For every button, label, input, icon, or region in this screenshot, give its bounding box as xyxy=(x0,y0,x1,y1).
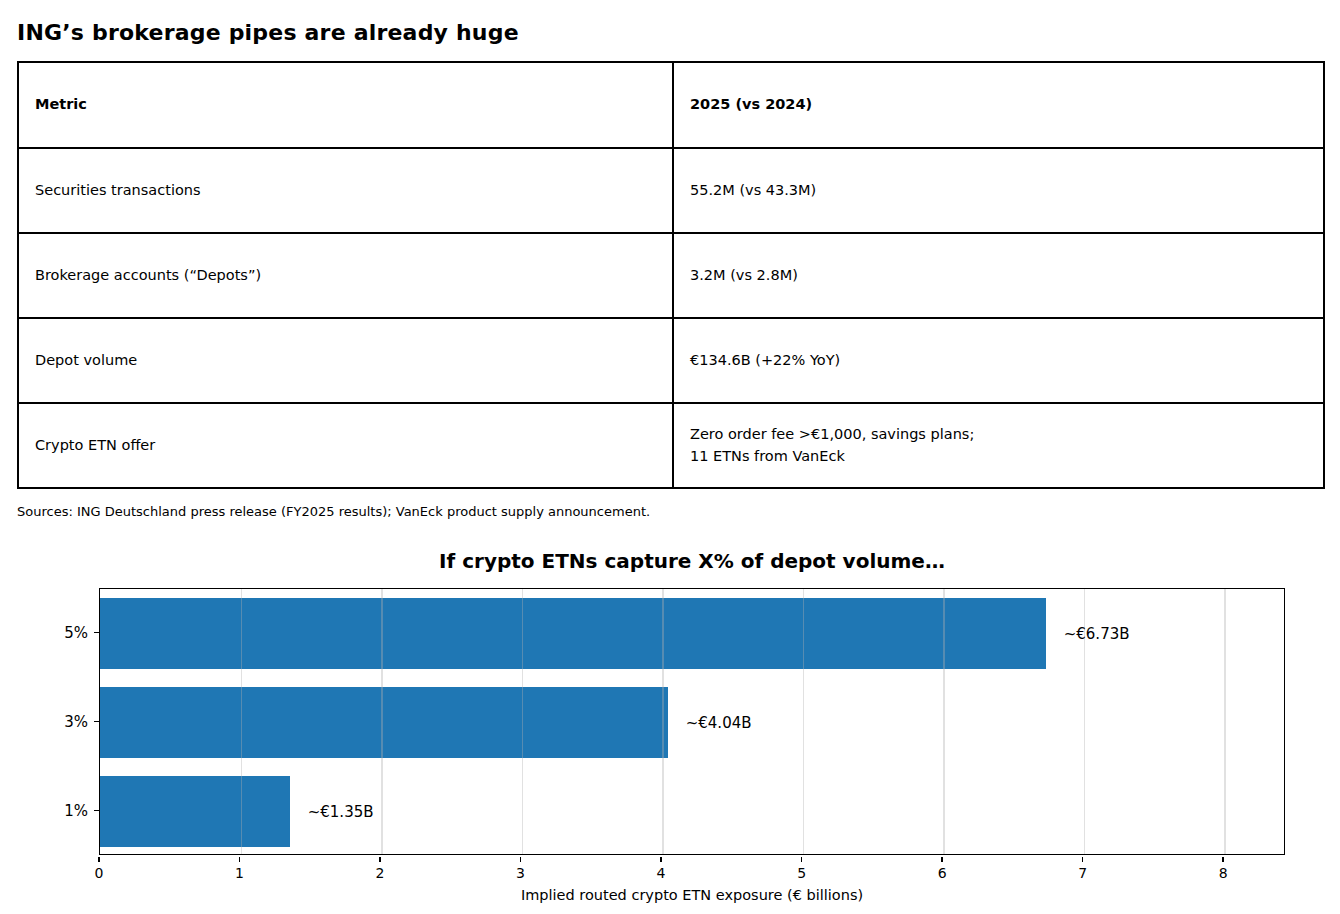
gridline xyxy=(943,589,945,854)
x-tick-mark xyxy=(941,857,943,862)
bar-1% xyxy=(100,776,290,846)
x-axis-label: Implied routed crypto ETN exposure (€ bi… xyxy=(521,887,863,903)
gridline xyxy=(522,589,524,854)
y-tick-mark xyxy=(94,810,99,812)
table-header-2025: 2025 (vs 2024) xyxy=(673,62,1324,148)
bar-value-label: ~€4.04B xyxy=(686,714,752,732)
table-row: Crypto ETN offer Zero order fee >€1,000,… xyxy=(18,403,1324,488)
gridline xyxy=(381,589,383,854)
x-tick-mark xyxy=(239,857,241,862)
x-tick-mark xyxy=(520,857,522,862)
gridline xyxy=(1224,589,1226,854)
table-row: Depot volume €134.6B (+22% YoY) xyxy=(18,318,1324,403)
row-metric-label: Brokerage accounts (“Depots”) xyxy=(18,233,673,318)
x-tick-label: 0 xyxy=(95,865,104,881)
bar-chart: If crypto ETNs capture X% of depot volum… xyxy=(0,540,1340,914)
sources-note: Sources: ING Deutschland press release (… xyxy=(17,504,650,520)
x-tick-label: 7 xyxy=(1078,865,1087,881)
x-tick-mark xyxy=(660,857,662,862)
y-tick-label: 5% xyxy=(28,624,88,642)
metrics-table: Metric 2025 (vs 2024) Securities transac… xyxy=(17,61,1325,489)
x-tick-label: 5 xyxy=(797,865,806,881)
x-tick-mark xyxy=(98,857,100,862)
x-tick-mark xyxy=(1082,857,1084,862)
chart-plot-area: ~€6.73B ~€4.04B ~€1.35B xyxy=(99,588,1285,855)
table-header-metric: Metric xyxy=(18,62,673,148)
x-tick-mark xyxy=(1222,857,1224,862)
x-tick-label: 8 xyxy=(1219,865,1228,881)
row-metric-value: 55.2M (vs 43.3M) xyxy=(673,148,1324,233)
x-tick-mark xyxy=(801,857,803,862)
table-row: Brokerage accounts (“Depots”) 3.2M (vs 2… xyxy=(18,233,1324,318)
gridline xyxy=(662,589,664,854)
page-title: ING’s brokerage pipes are already huge xyxy=(17,20,519,45)
row-metric-value: €134.6B (+22% YoY) xyxy=(673,318,1324,403)
row-metric-value: 3.2M (vs 2.8M) xyxy=(673,233,1324,318)
x-tick-label: 3 xyxy=(516,865,525,881)
y-tick-mark xyxy=(94,721,99,723)
bar-value-label: ~€6.73B xyxy=(1064,625,1130,643)
gridline xyxy=(803,589,805,854)
x-tick-mark xyxy=(379,857,381,862)
x-tick-label: 2 xyxy=(376,865,385,881)
bar-3% xyxy=(100,687,668,757)
y-tick-mark xyxy=(94,632,99,634)
row-metric-label: Depot volume xyxy=(18,318,673,403)
chart-title: If crypto ETNs capture X% of depot volum… xyxy=(439,549,945,573)
x-tick-label: 6 xyxy=(938,865,947,881)
row-metric-value: Zero order fee >€1,000, savings plans; 1… xyxy=(673,403,1324,488)
row-metric-label: Crypto ETN offer xyxy=(18,403,673,488)
x-tick-label: 1 xyxy=(235,865,244,881)
y-tick-label: 3% xyxy=(28,713,88,731)
y-tick-label: 1% xyxy=(28,802,88,820)
table-row: Securities transactions 55.2M (vs 43.3M) xyxy=(18,148,1324,233)
x-tick-label: 4 xyxy=(657,865,666,881)
bar-value-label: ~€1.35B xyxy=(308,803,374,821)
table-header-row: Metric 2025 (vs 2024) xyxy=(18,62,1324,148)
row-metric-label: Securities transactions xyxy=(18,148,673,233)
gridline xyxy=(241,589,243,854)
